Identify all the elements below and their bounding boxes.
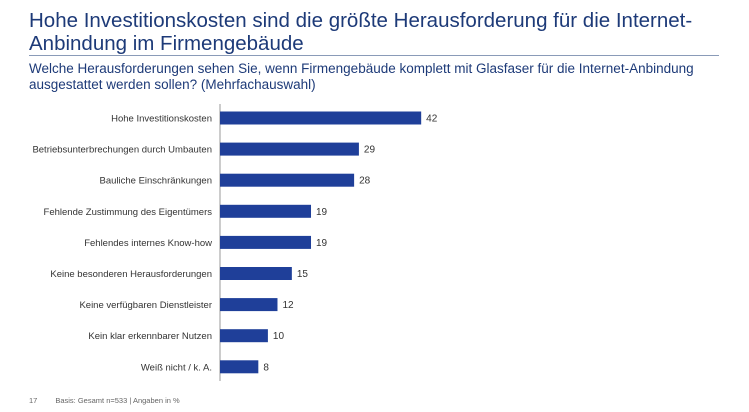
data-label: 29: [364, 145, 376, 156]
page-number: 17: [29, 396, 38, 405]
divider: [29, 55, 719, 56]
data-label: 12: [282, 300, 294, 311]
page-title: Hohe Investitionskosten sind die größte …: [29, 9, 693, 55]
bar: [220, 329, 268, 343]
question-subtitle: Welche Herausforderungen sehen Sie, wenn…: [29, 61, 694, 92]
basis-note: Basis: Gesamt n=533 | Angaben in %: [55, 396, 180, 405]
category-label: Fehlende Zustimmung des Eigentümers: [44, 207, 213, 218]
data-label: 19: [316, 238, 328, 249]
category-label: Keine verfügbaren Dienstleister: [79, 300, 212, 311]
data-label: 8: [263, 362, 269, 373]
data-label: 15: [297, 269, 309, 280]
bar: [220, 173, 355, 187]
bar: [220, 204, 312, 218]
data-label: 10: [273, 331, 285, 342]
category-label: Hohe Investitionskosten: [111, 114, 212, 125]
category-label: Weiß nicht / k. A.: [141, 362, 212, 373]
category-label: Betriebsunterbrechungen durch Umbauten: [32, 145, 212, 156]
data-label: 28: [359, 176, 371, 187]
category-label: Kein klar erkennbarer Nutzen: [88, 331, 212, 342]
bar: [220, 298, 278, 312]
footer: 17 Basis: Gesamt n=533 | Angaben in %: [29, 396, 198, 405]
data-label: 19: [316, 207, 328, 218]
bar: [220, 142, 359, 156]
bar: [220, 235, 312, 249]
bar: [220, 111, 422, 125]
category-label: Keine besonderen Herausforderungen: [50, 269, 212, 280]
category-label: Bauliche Einschränkungen: [100, 176, 213, 187]
category-label: Fehlendes internes Know-how: [84, 238, 212, 249]
bar: [220, 267, 292, 280]
data-label: 42: [426, 114, 438, 125]
bar: [220, 360, 259, 374]
